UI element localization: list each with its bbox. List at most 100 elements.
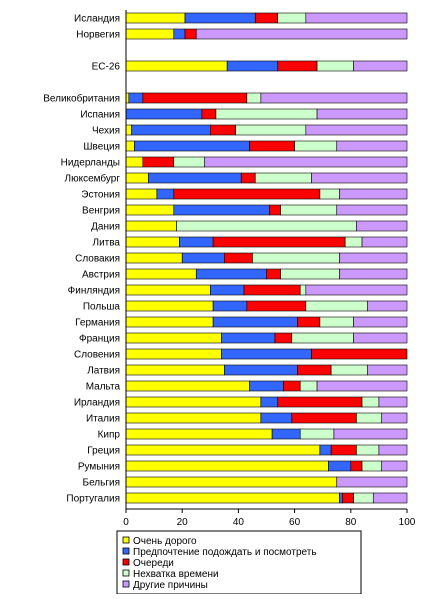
bars-layer xyxy=(125,12,408,504)
bar-segment-series-3 xyxy=(243,284,301,296)
category-label: Мальта xyxy=(86,382,121,393)
bar-segment-series-4 xyxy=(299,284,307,296)
bar-segment-series-5 xyxy=(339,188,408,200)
category-label: Дания xyxy=(91,222,120,233)
bar-segment-series-2 xyxy=(184,12,256,24)
bar-segment-series-4 xyxy=(254,172,312,184)
category-label: Ирландия xyxy=(74,398,120,409)
bar-segment-series-3 xyxy=(269,204,281,216)
bar-segment-series-5 xyxy=(367,300,408,312)
category-label: Бельгия xyxy=(83,478,121,489)
bar-segment-series-2 xyxy=(131,124,211,136)
legend-swatch-series-3 xyxy=(122,558,130,566)
bar-segment-series-2 xyxy=(173,204,270,216)
bar-segment-series-4 xyxy=(173,156,205,168)
category-label: Исландия xyxy=(74,14,120,25)
category-label: Румыния xyxy=(78,462,120,473)
bar-segment-series-2 xyxy=(260,412,293,424)
x-tick-label: 20 xyxy=(177,517,189,528)
bar-segment-series-1 xyxy=(125,396,262,408)
bar-segment-series-2 xyxy=(212,300,248,312)
bar-segment-series-5 xyxy=(336,140,408,152)
bar-segment-series-4 xyxy=(246,92,262,104)
legend-swatch-series-5 xyxy=(122,580,130,588)
bar-segment-series-1 xyxy=(125,460,329,472)
category-label: Венгрия xyxy=(82,206,120,217)
bar-segment-series-3 xyxy=(210,124,236,136)
category-label: Германия xyxy=(75,318,120,329)
bar-segment-series-4 xyxy=(316,60,354,72)
bar-segment-series-5 xyxy=(195,28,408,40)
category-label: Испания xyxy=(80,110,120,121)
category-label: Греция xyxy=(87,446,120,457)
legend-swatch-series-1 xyxy=(122,536,130,544)
bar-segment-series-1 xyxy=(125,412,262,424)
bar-segment-series-3 xyxy=(311,348,408,360)
bar-segment-series-3 xyxy=(266,268,281,280)
category-label: Португалия xyxy=(66,494,120,505)
bar-segment-series-1 xyxy=(125,140,135,152)
bar-segment-series-4 xyxy=(344,236,363,248)
bar-segment-series-2 xyxy=(271,428,301,440)
bar-segment-series-5 xyxy=(353,332,408,344)
bar-segment-series-4 xyxy=(277,12,307,24)
bar-segment-series-5 xyxy=(381,460,408,472)
x-tick-label: 60 xyxy=(289,517,301,528)
bar-segment-series-5 xyxy=(316,380,408,392)
bar-segment-series-1 xyxy=(125,60,228,72)
category-label: Кипр xyxy=(98,430,121,441)
bar-segment-series-5 xyxy=(353,60,408,72)
category-label: Чехия xyxy=(92,126,120,137)
category-label: Норвегия xyxy=(76,30,120,41)
category-label: Литва xyxy=(93,238,121,249)
category-label: Швеция xyxy=(83,142,120,153)
category-label: Словакия xyxy=(75,254,120,265)
bar-segment-series-1 xyxy=(125,428,273,440)
bar-segment-series-1 xyxy=(125,12,186,24)
bar-segment-series-1 xyxy=(125,492,340,504)
bar-segment-series-4 xyxy=(280,204,338,216)
category-label: ЕС-26 xyxy=(92,62,121,73)
bar-segment-series-3 xyxy=(240,172,256,184)
category-label: Люксембург xyxy=(65,173,121,185)
bar-segment-series-1 xyxy=(125,300,214,312)
bar-segment-series-1 xyxy=(125,172,149,184)
bar-segment-series-5 xyxy=(204,156,408,168)
bar-segment-series-1 xyxy=(125,220,177,232)
legend-label-series-5: Другие причины xyxy=(133,580,208,591)
bar-segment-series-2 xyxy=(226,60,279,72)
bar-segment-series-4 xyxy=(176,220,357,232)
bar-segment-series-5 xyxy=(336,476,408,488)
bar-segment-series-5 xyxy=(305,284,408,296)
bar-segment-series-3 xyxy=(297,364,332,376)
bar-segment-series-5 xyxy=(372,492,408,504)
category-label: Франция xyxy=(79,334,120,345)
x-axis: 0 20 40 60 80 100 xyxy=(123,10,416,528)
category-label: Нидерланды xyxy=(61,158,120,169)
bar-segment-series-1 xyxy=(125,124,132,136)
bar-segment-series-3 xyxy=(201,108,217,120)
bar-segment-series-3 xyxy=(142,92,248,104)
category-label: Австрия xyxy=(82,270,120,281)
bar-segment-series-3 xyxy=(297,316,321,328)
bar-segment-series-5 xyxy=(336,204,408,216)
bar-segment-series-5 xyxy=(339,268,408,280)
bar-segment-series-5 xyxy=(305,12,408,24)
bar-segment-series-3 xyxy=(184,28,197,40)
bar-segment-series-5 xyxy=(361,236,408,248)
bar-segment-series-2 xyxy=(328,460,352,472)
bar-segment-series-3 xyxy=(142,156,175,168)
bar-segment-series-2 xyxy=(128,92,144,104)
bar-segment-series-3 xyxy=(249,140,295,152)
bar-segment-series-4 xyxy=(280,268,340,280)
bar-segment-series-1 xyxy=(125,28,175,40)
bar-segment-series-2 xyxy=(195,268,267,280)
bar-segment-series-3 xyxy=(173,188,321,200)
bar-segment-series-4 xyxy=(215,108,318,120)
category-label: Италия xyxy=(86,414,120,425)
bar-segment-series-4 xyxy=(353,492,374,504)
category-label: Великобритания xyxy=(43,93,120,105)
bar-segment-series-5 xyxy=(367,364,408,376)
bar-segment-series-2 xyxy=(339,492,343,504)
